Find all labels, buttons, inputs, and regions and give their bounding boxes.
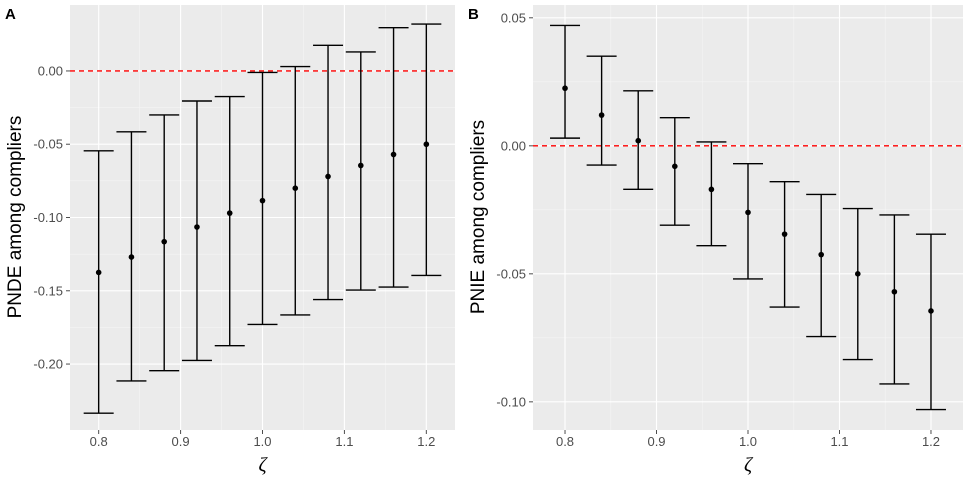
- panel-b-x-tick-label: 1.0: [739, 434, 757, 449]
- panel-a-y-tick-label: -0.05: [33, 137, 63, 152]
- panel-a-tag: A: [5, 6, 16, 23]
- panel-a-point-estimate: [390, 151, 397, 158]
- panel-a-x-axis-label: ζ: [258, 454, 268, 476]
- panel-b-point-estimate: [891, 288, 898, 295]
- panel-b-errorbars: [550, 24, 946, 411]
- panel-b-y-tick-label: -0.05: [496, 266, 526, 281]
- panel-b-point-estimate: [928, 308, 934, 314]
- panel-b-x-tick-label: 0.9: [647, 434, 665, 449]
- panel-a-point-estimate: [259, 197, 266, 204]
- panel-a-y-tick-label: -0.20: [33, 357, 63, 372]
- panel-b-y-tick-label: -0.10: [496, 394, 526, 409]
- panel-a-errorbars: [83, 23, 442, 414]
- panel-a-y-axis-label: PNDE among compliers: [5, 116, 26, 319]
- panel-a-x-tick-label: 0.9: [172, 434, 190, 449]
- panel-a-y-tick-label: -0.15: [33, 283, 63, 298]
- panel-a-point-estimate: [128, 254, 135, 260]
- panel-b-tag: B: [468, 6, 479, 23]
- panel-a-point-estimate: [226, 210, 233, 216]
- panel-b-point-estimate: [562, 85, 568, 92]
- panel-a-point-estimate: [325, 173, 331, 180]
- panel-b-axes: 0.8 0.9 1.0 1.1 1.2 0.05 0.00 -0.05 -0.10: [496, 10, 940, 449]
- panel-a-point-estimate: [161, 238, 168, 245]
- panel-a-point-estimate: [194, 224, 200, 230]
- panel-b-point-estimate: [708, 186, 715, 193]
- panel-a: A 0.8 0.9 1.0 1.1 1.2 0.00 -0.05 -0.10 -0.15 -0.2…: [5, 5, 455, 476]
- panel-a-x-tick-label: 1.1: [335, 434, 353, 449]
- panel-b: B 0.8 0.9 1.0 1.1 1.2 0.05 0.00 -0.05 -0.10 PNIE…: [468, 5, 963, 476]
- panel-b-x-tick-label: 1.2: [922, 434, 940, 449]
- panel-b-point-estimate: [598, 112, 605, 118]
- panel-b-y-tick-label: 0.00: [501, 138, 526, 153]
- panel-b-point-estimate: [781, 231, 788, 237]
- panel-a-x-tick-label: 0.8: [90, 434, 108, 449]
- panel-b-point-estimate: [635, 137, 642, 144]
- panel-b-x-tick-label: 0.8: [556, 434, 574, 449]
- panel-b-y-axis-label: PNIE among compliers: [468, 120, 489, 314]
- panel-b-point-estimate: [672, 163, 678, 170]
- panel-a-point-estimate: [357, 162, 364, 169]
- panel-b-x-axis-label: ζ: [744, 454, 754, 476]
- panel-a-y-tick-label: 0.00: [38, 63, 63, 78]
- panel-b-point-estimate: [854, 271, 861, 277]
- panel-b-point-estimate: [818, 251, 824, 258]
- panel-a-point-estimate: [423, 141, 430, 148]
- panel-b-point-estimate: [745, 209, 751, 216]
- panel-b-y-tick-label: 0.05: [501, 10, 526, 25]
- panel-a-point-estimate: [95, 269, 102, 276]
- panel-a-point-estimate: [292, 185, 299, 191]
- panel-a-y-tick-label: -0.10: [33, 210, 63, 225]
- panel-b-x-tick-label: 1.1: [830, 434, 848, 449]
- panel-a-x-tick-label: 1.2: [417, 434, 435, 449]
- panel-a-x-tick-label: 1.0: [253, 434, 271, 449]
- panel-a-axes: 0.8 0.9 1.0 1.1 1.2 0.00 -0.05 -0.10 -0.15 -0.20: [33, 63, 435, 449]
